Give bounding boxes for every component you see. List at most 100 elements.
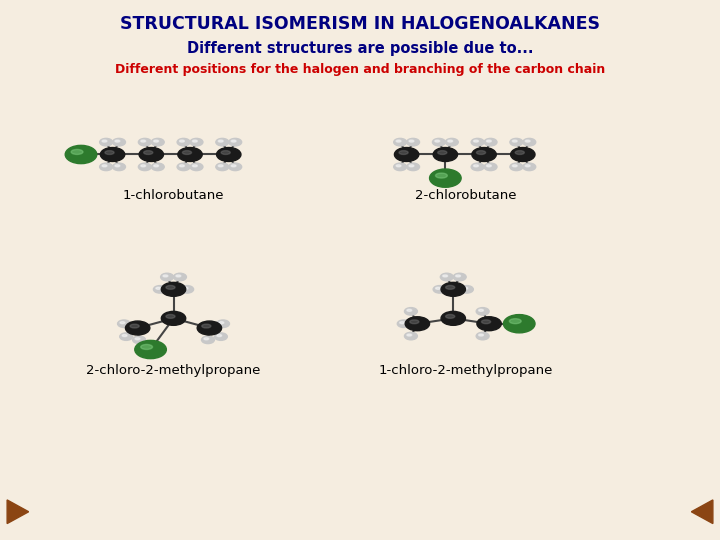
Ellipse shape [115,165,120,167]
Ellipse shape [510,138,523,146]
Ellipse shape [153,165,158,167]
Ellipse shape [132,336,145,343]
Ellipse shape [395,147,419,161]
Ellipse shape [141,165,145,167]
Ellipse shape [477,151,485,154]
Ellipse shape [141,140,145,142]
Ellipse shape [510,163,523,171]
Ellipse shape [177,163,190,171]
Ellipse shape [436,287,441,289]
Ellipse shape [231,140,236,142]
Ellipse shape [156,287,161,289]
Ellipse shape [446,138,458,146]
Ellipse shape [484,163,497,171]
Ellipse shape [190,138,203,146]
Ellipse shape [460,286,473,293]
Ellipse shape [117,320,130,327]
Text: 2-chloro-2-methylpropane: 2-chloro-2-methylpropane [86,364,261,377]
Text: 1-chlorobutane: 1-chlorobutane [123,190,224,202]
Polygon shape [7,500,29,524]
Ellipse shape [433,286,446,293]
Ellipse shape [197,321,222,335]
Ellipse shape [409,140,414,142]
Ellipse shape [510,147,535,161]
Ellipse shape [202,336,215,343]
Ellipse shape [71,150,83,154]
Ellipse shape [177,138,190,146]
Ellipse shape [487,140,491,142]
Ellipse shape [181,286,194,293]
Polygon shape [691,500,713,524]
Ellipse shape [523,163,536,171]
Ellipse shape [410,320,419,323]
Ellipse shape [433,138,446,146]
Ellipse shape [479,309,483,312]
Ellipse shape [430,169,461,187]
Ellipse shape [516,151,524,154]
Ellipse shape [217,320,230,327]
Text: Different positions for the halogen and branching of the carbon chain: Different positions for the halogen and … [115,63,605,76]
Ellipse shape [130,324,139,328]
Ellipse shape [513,140,517,142]
Ellipse shape [192,140,197,142]
Ellipse shape [436,173,447,178]
Ellipse shape [161,312,186,325]
Ellipse shape [471,138,484,146]
Ellipse shape [456,275,461,277]
Ellipse shape [179,140,184,142]
Ellipse shape [433,147,457,161]
Ellipse shape [166,286,175,289]
Ellipse shape [405,308,418,315]
Ellipse shape [405,317,430,330]
Ellipse shape [219,322,224,323]
Ellipse shape [216,138,229,146]
Ellipse shape [405,332,418,340]
Ellipse shape [217,334,222,336]
Ellipse shape [399,151,408,154]
Ellipse shape [215,333,228,340]
Ellipse shape [120,322,125,323]
Ellipse shape [474,165,478,167]
Ellipse shape [135,340,166,359]
Ellipse shape [441,312,465,325]
Ellipse shape [151,163,164,171]
Ellipse shape [474,140,478,142]
Ellipse shape [105,151,114,154]
Ellipse shape [446,286,455,289]
Ellipse shape [443,275,448,277]
Ellipse shape [441,282,465,296]
Ellipse shape [182,151,192,154]
Ellipse shape [476,308,489,315]
Ellipse shape [221,151,230,154]
Ellipse shape [153,286,166,293]
Ellipse shape [163,275,168,277]
Ellipse shape [100,147,125,161]
Ellipse shape [139,147,163,161]
Ellipse shape [102,165,107,167]
Ellipse shape [479,334,483,336]
Ellipse shape [176,275,181,277]
Ellipse shape [453,273,466,281]
Ellipse shape [487,165,491,167]
Ellipse shape [407,138,420,146]
Ellipse shape [229,138,242,146]
Ellipse shape [202,324,211,328]
Ellipse shape [448,140,453,142]
Ellipse shape [178,147,202,161]
Ellipse shape [99,138,112,146]
Ellipse shape [525,140,530,142]
Ellipse shape [140,345,153,349]
Ellipse shape [396,140,401,142]
Ellipse shape [166,314,175,318]
Ellipse shape [218,140,223,142]
Ellipse shape [476,332,489,340]
Ellipse shape [396,165,401,167]
Ellipse shape [174,273,186,281]
Ellipse shape [218,165,223,167]
Ellipse shape [482,320,490,323]
Ellipse shape [161,273,174,281]
Text: 1-chloro-2-methylpropane: 1-chloro-2-methylpropane [378,364,553,377]
Ellipse shape [125,321,150,335]
Ellipse shape [138,138,151,146]
Text: 2-chlorobutane: 2-chlorobutane [415,190,516,202]
